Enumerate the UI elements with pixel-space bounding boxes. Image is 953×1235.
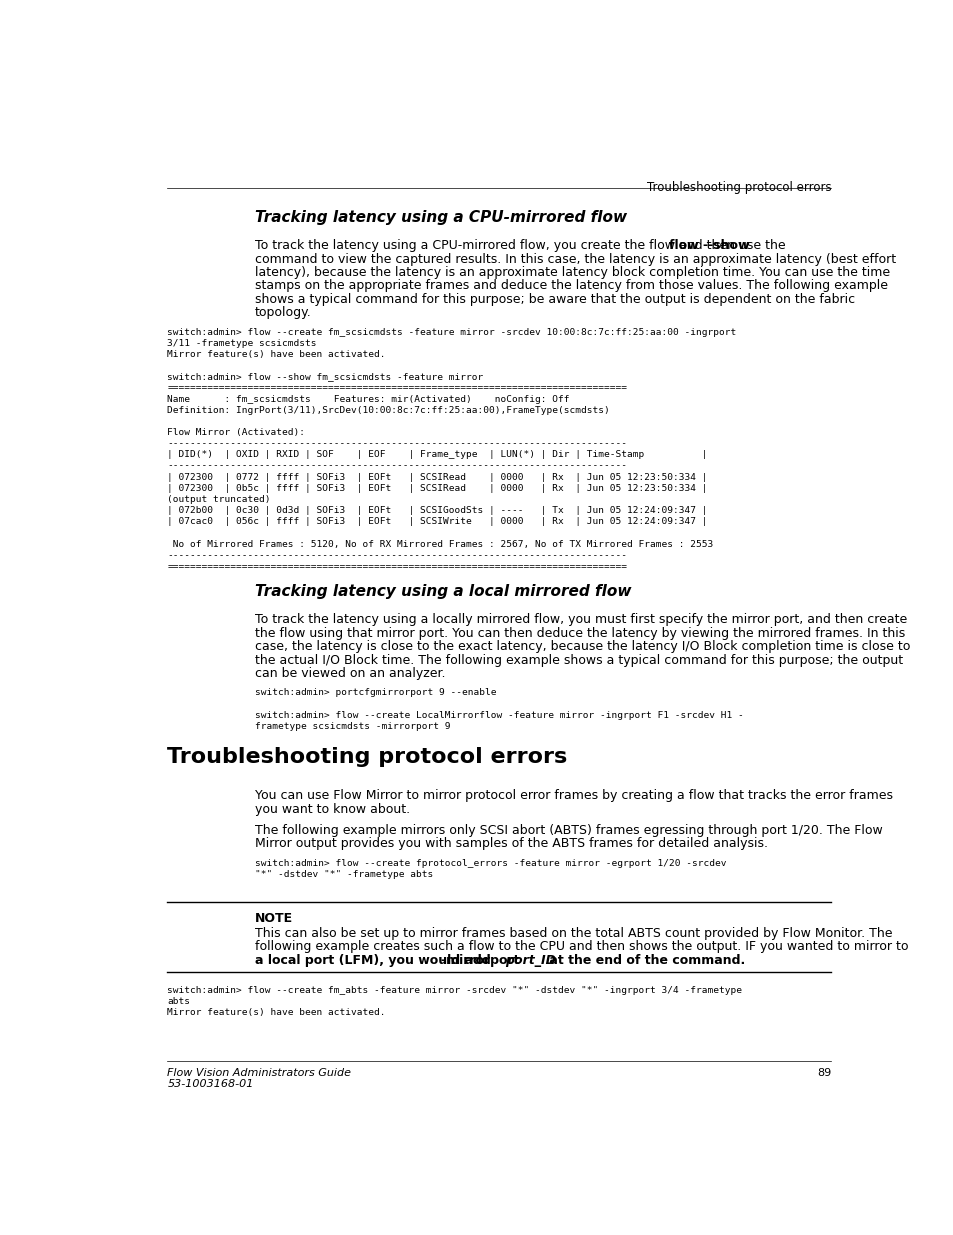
Text: shows a typical command for this purpose; be aware that the output is dependent : shows a typical command for this purpose… [254, 293, 854, 306]
Text: switch:admin> flow --show fm_scsicmdsts -feature mirror: switch:admin> flow --show fm_scsicmdsts … [167, 372, 483, 382]
Text: flow --show: flow --show [668, 240, 749, 252]
Text: To track the latency using a CPU-mirrored flow, you create the flow and then use: To track the latency using a CPU-mirrore… [254, 240, 789, 252]
Text: NOTE: NOTE [254, 911, 293, 925]
Text: Tracking latency using a local mirrored flow: Tracking latency using a local mirrored … [254, 584, 631, 599]
Text: following example creates such a flow to the CPU and then shows the output. IF y: following example creates such a flow to… [254, 940, 907, 953]
Text: --------------------------------------------------------------------------------: ----------------------------------------… [167, 440, 627, 448]
Text: | 072300  | 0b5c | ffff | SOFi3  | EOFt   | SCSIRead    | 0000   | Rx  | Jun 05 : | 072300 | 0b5c | ffff | SOFi3 | EOFt | … [167, 484, 707, 493]
Text: switch:admin> flow --create fm_scsicmdsts -feature mirror -srcdev 10:00:8c:7c:ff: switch:admin> flow --create fm_scsicmdst… [167, 327, 736, 337]
Text: 53-1003168-01: 53-1003168-01 [167, 1079, 253, 1089]
Text: | 072300  | 0772 | ffff | SOFi3  | EOFt   | SCSIRead    | 0000   | Rx  | Jun 05 : | 072300 | 0772 | ffff | SOFi3 | EOFt | … [167, 473, 707, 482]
Text: can be viewed on an analyzer.: can be viewed on an analyzer. [254, 667, 445, 680]
Text: stamps on the appropriate frames and deduce the latency from those values. The f: stamps on the appropriate frames and ded… [254, 279, 887, 293]
Text: To track the latency using a locally mirrored flow, you must first specify the m: To track the latency using a locally mir… [254, 614, 906, 626]
Text: command to view the captured results. In this case, the latency is an approximat: command to view the captured results. In… [254, 252, 895, 266]
Text: ================================================================================: ========================================… [167, 562, 627, 571]
Text: (output truncated): (output truncated) [167, 495, 271, 504]
Text: switch:admin> flow --create fprotocol_errors -feature mirror -egrport 1/20 -srcd: switch:admin> flow --create fprotocol_er… [254, 858, 725, 867]
Text: frametype scsicmdsts -mirrorport 9: frametype scsicmdsts -mirrorport 9 [254, 721, 450, 731]
Text: latency), because the latency is an approximate latency block completion time. Y: latency), because the latency is an appr… [254, 266, 889, 279]
Text: Mirror feature(s) have been activated.: Mirror feature(s) have been activated. [167, 1008, 385, 1016]
Text: 3/11 -frametype scsicmdsts: 3/11 -frametype scsicmdsts [167, 338, 316, 348]
Text: port_ID: port_ID [505, 953, 556, 967]
Text: the flow using that mirror port. You can then deduce the latency by viewing the : the flow using that mirror port. You can… [254, 626, 904, 640]
Text: Flow Vision Administrators Guide: Flow Vision Administrators Guide [167, 1068, 351, 1078]
Text: Tracking latency using a CPU-mirrored flow: Tracking latency using a CPU-mirrored fl… [254, 210, 626, 225]
Text: | 07cac0  | 056c | ffff | SOFi3  | EOFt   | SCSIWrite   | 0000   | Rx  | Jun 05 : | 07cac0 | 056c | ffff | SOFi3 | EOFt | … [167, 517, 707, 526]
Text: Name      : fm_scsicmdsts    Features: mir(Activated)    noConfig: Off: Name : fm_scsicmdsts Features: mir(Activ… [167, 395, 569, 404]
Text: Troubleshooting protocol errors: Troubleshooting protocol errors [167, 747, 567, 767]
Text: switch:admin> flow --create fm_abts -feature mirror -srcdev "*" -dstdev "*" -ing: switch:admin> flow --create fm_abts -fea… [167, 986, 741, 994]
Text: you want to know about.: you want to know about. [254, 803, 410, 815]
Text: switch:admin> flow --create LocalMirrorflow -feature mirror -ingrport F1 -srcdev: switch:admin> flow --create LocalMirrorf… [254, 710, 742, 720]
Text: --------------------------------------------------------------------------------: ----------------------------------------… [167, 462, 627, 471]
Text: Troubleshooting protocol errors: Troubleshooting protocol errors [646, 182, 831, 194]
Text: Mirror feature(s) have been activated.: Mirror feature(s) have been activated. [167, 350, 385, 359]
Text: | 072b00  | 0c30 | 0d3d | SOFi3  | EOFt   | SCSIGoodSts | ----   | Tx  | Jun 05 : | 072b00 | 0c30 | 0d3d | SOFi3 | EOFt | … [167, 506, 707, 515]
Text: The following example mirrors only SCSI abort (ABTS) frames egressing through po: The following example mirrors only SCSI … [254, 824, 882, 837]
Text: -mirrorport: -mirrorport [440, 953, 523, 967]
Text: You can use Flow Mirror to mirror protocol error frames by creating a flow that : You can use Flow Mirror to mirror protoc… [254, 789, 892, 803]
Text: Flow Mirror (Activated):: Flow Mirror (Activated): [167, 429, 305, 437]
Text: topology.: topology. [254, 306, 312, 320]
Text: at the end of the command.: at the end of the command. [544, 953, 744, 967]
Text: 89: 89 [817, 1068, 831, 1078]
Text: Mirror output provides you with samples of the ABTS frames for detailed analysis: Mirror output provides you with samples … [254, 837, 767, 851]
Text: case, the latency is close to the exact latency, because the latency I/O Block c: case, the latency is close to the exact … [254, 640, 909, 653]
Text: ================================================================================: ========================================… [167, 383, 627, 393]
Text: | DID(*)  | OXID | RXID | SOF    | EOF    | Frame_type  | LUN(*) | Dir | Time-St: | DID(*) | OXID | RXID | SOF | EOF | Fra… [167, 451, 707, 459]
Text: --------------------------------------------------------------------------------: ----------------------------------------… [167, 551, 627, 559]
Text: the actual I/O Block time. The following example shows a typical command for thi: the actual I/O Block time. The following… [254, 653, 902, 667]
Text: No of Mirrored Frames : 5120, No of RX Mirrored Frames : 2567, No of TX Mirrored: No of Mirrored Frames : 5120, No of RX M… [167, 540, 713, 548]
Text: a local port (LFM), you would add: a local port (LFM), you would add [254, 953, 495, 967]
Text: "*" -dstdev "*" -frametype abts: "*" -dstdev "*" -frametype abts [254, 869, 433, 878]
Text: switch:admin> portcfgmirrorport 9 --enable: switch:admin> portcfgmirrorport 9 --enab… [254, 688, 496, 698]
Text: This can also be set up to mirror frames based on the total ABTS count provided : This can also be set up to mirror frames… [254, 926, 891, 940]
Text: abts: abts [167, 997, 190, 1005]
Text: Definition: IngrPort(3/11),SrcDev(10:00:8c:7c:ff:25:aa:00),FrameType(scmdsts): Definition: IngrPort(3/11),SrcDev(10:00:… [167, 406, 609, 415]
